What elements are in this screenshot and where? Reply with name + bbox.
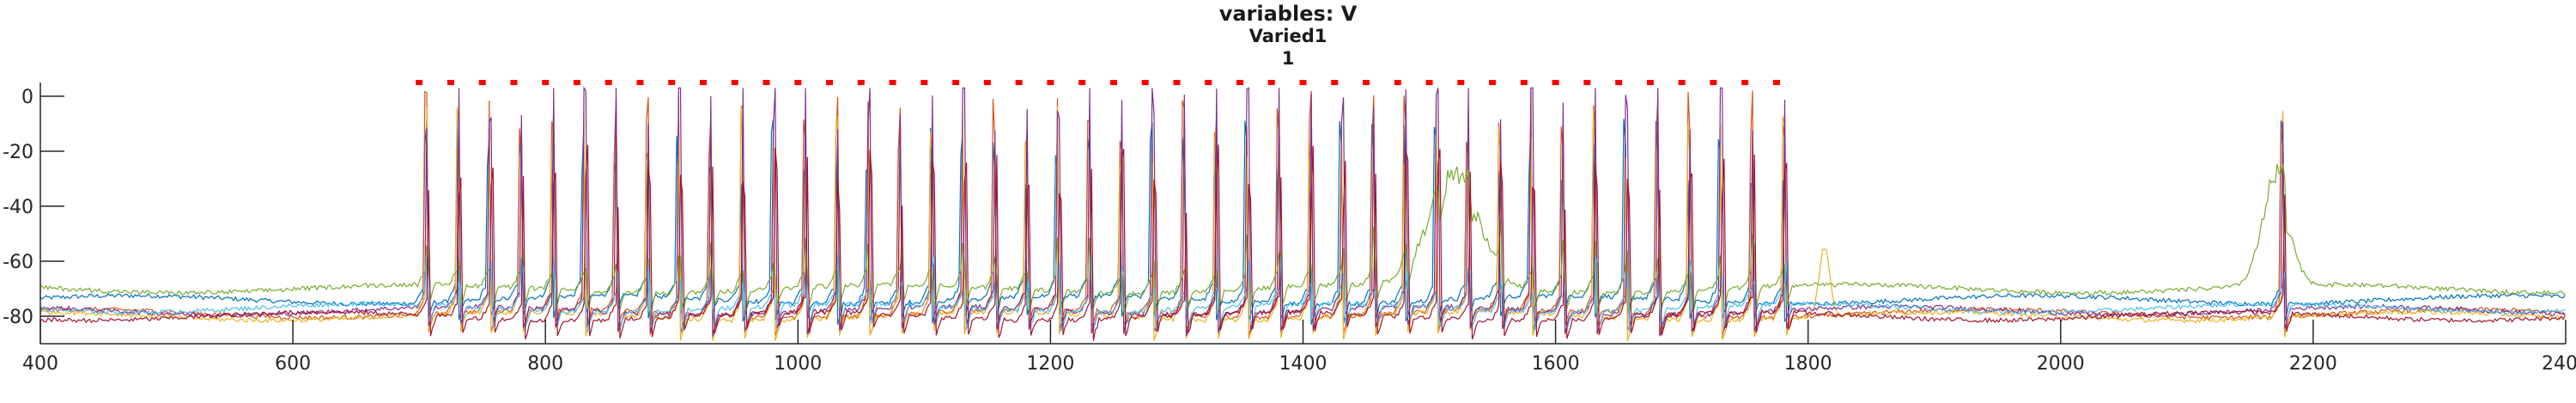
stimulus-marker <box>1015 80 1023 85</box>
series-line-7 <box>39 144 2566 341</box>
y-tick-label: -20 <box>3 142 33 163</box>
y-tick-label: -60 <box>3 252 33 273</box>
stimulus-marker <box>542 80 550 85</box>
series-line-2 <box>39 89 2566 339</box>
stimulus-marker <box>416 80 423 85</box>
stimulus-marker <box>952 80 960 85</box>
x-tick-label: 400 <box>22 353 58 375</box>
stimulus-marker <box>1678 80 1686 85</box>
stimulus-marker <box>1363 80 1370 85</box>
chart-title: variables: V <box>1218 2 1358 26</box>
stimulus-marker <box>1331 80 1339 85</box>
x-tick-label: 600 <box>275 353 311 375</box>
stimulus-marker <box>1615 80 1623 85</box>
stimulus-marker <box>983 80 991 85</box>
stimulus-marker <box>478 80 486 85</box>
stimulus-marker <box>1236 80 1243 85</box>
stimulus-marker <box>794 80 802 85</box>
stimulus-marker <box>1489 80 1497 85</box>
stimulus-marker <box>826 80 834 85</box>
series-line-1 <box>39 119 2566 325</box>
y-tick-label: -80 <box>3 307 33 328</box>
stimulus-marker <box>1078 80 1086 85</box>
stimulus-marker <box>1741 80 1749 85</box>
stimulus-marker <box>573 80 580 85</box>
stimulus-marker <box>1772 80 1780 85</box>
stimulus-marker <box>1425 80 1433 85</box>
x-tick-label: 1400 <box>1279 353 1327 375</box>
stimulus-marker <box>636 80 644 85</box>
stimulus-marker <box>1299 80 1307 85</box>
stimulus-marker <box>1047 80 1054 85</box>
x-tick-label: 1200 <box>1026 353 1074 375</box>
stimulus-marker <box>1109 80 1117 85</box>
series-line-6 <box>39 254 2566 333</box>
x-tick-label: 1800 <box>1784 353 1832 375</box>
stimulus-marker <box>668 80 676 85</box>
x-tick-label: 2000 <box>2037 353 2085 375</box>
stimulus-marker <box>857 80 865 85</box>
x-tick-label: 1600 <box>1532 353 1580 375</box>
series-line-5 <box>39 163 2566 315</box>
stimulus-marker <box>510 80 518 85</box>
stimulus-marker <box>920 80 928 85</box>
stimulus-marker <box>762 80 770 85</box>
stimulus-marker <box>1173 80 1181 85</box>
x-tick-label: 1000 <box>774 353 822 375</box>
stimulus-marker <box>1394 80 1401 85</box>
series-line-4 <box>39 86 2566 337</box>
x-tick-label: 800 <box>527 353 563 375</box>
chart-subtitle: Varied1 <box>1249 26 1327 46</box>
chart-subtitle-2: 1 <box>1281 48 1295 69</box>
series-line-3 <box>39 104 2566 341</box>
stimulus-marker <box>1710 80 1717 85</box>
stimulus-marker <box>1646 80 1654 85</box>
stimulus-marker <box>1552 80 1559 85</box>
stimulus-marker <box>1457 80 1465 85</box>
stimulus-marker <box>1267 80 1275 85</box>
stimulus-marker <box>1583 80 1591 85</box>
stimulus-marker <box>700 80 708 85</box>
y-tick-label: 0 <box>21 87 33 108</box>
stimulus-marker <box>889 80 896 85</box>
stimulus-marker <box>1205 80 1212 85</box>
stimulus-marker <box>605 80 612 85</box>
stimulus-marker <box>731 80 738 85</box>
stimulus-marker <box>1141 80 1149 85</box>
stimulus-marker <box>1520 80 1528 85</box>
y-tick-label: -40 <box>3 197 33 218</box>
x-tick-label: 2200 <box>2289 353 2337 375</box>
stimulus-marker <box>447 80 454 85</box>
